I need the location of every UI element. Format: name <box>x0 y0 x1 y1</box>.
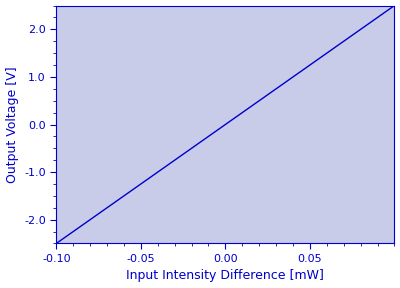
X-axis label: Input Intensity Difference [mW]: Input Intensity Difference [mW] <box>126 270 324 283</box>
Y-axis label: Output Voltage [V]: Output Voltage [V] <box>6 66 18 183</box>
